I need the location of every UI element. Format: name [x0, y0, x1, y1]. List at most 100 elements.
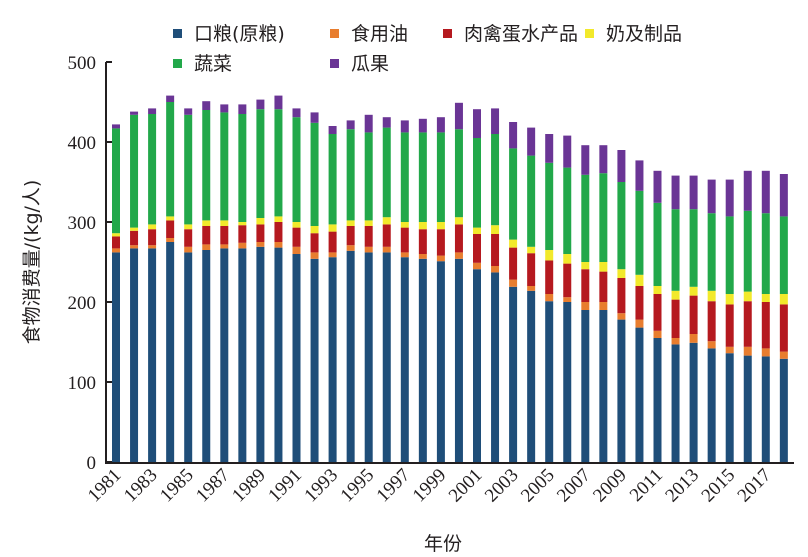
- bar-segment-1999-s0: [436, 261, 445, 462]
- y-tick-label: 200: [68, 293, 97, 314]
- x-tick-label: 1993: [300, 465, 342, 507]
- x-tick-label: 2005: [517, 465, 559, 507]
- bar-segment-1997-s2: [400, 227, 409, 253]
- bar-segment-2001-s2: [473, 234, 481, 263]
- bar-stack-1986: [202, 101, 211, 462]
- bar-stack-1988: [238, 104, 247, 462]
- bar-segment-1994-s4: [346, 129, 355, 221]
- bar-segment-2010-s0: [635, 327, 644, 462]
- y-tick-label: 100: [68, 373, 97, 394]
- bar-segment-2001-s0: [473, 269, 481, 462]
- legend-label: 肉禽蛋水产品: [464, 23, 578, 45]
- bar-segment-2013-s1: [689, 334, 698, 343]
- bar-segment-1998-s4: [418, 132, 427, 222]
- legend-label: 蔬菜: [194, 53, 232, 75]
- bar-segment-1992-s0: [310, 258, 319, 462]
- bar-stack-1985: [184, 108, 193, 462]
- bar-stack-2017: [761, 170, 770, 462]
- bar-segment-1992-s1: [310, 252, 319, 259]
- bar-segment-1996-s2: [382, 224, 391, 247]
- bar-segment-1983-s4: [148, 114, 157, 225]
- y-tick-label: 400: [68, 133, 97, 154]
- bar-segment-1993-s0: [328, 257, 337, 462]
- legend-item: 瓜果: [330, 53, 389, 75]
- bar-segment-2000-s5: [454, 102, 463, 130]
- x-tick-label: 1987: [192, 465, 234, 507]
- bar-segment-1990-s3: [274, 216, 283, 222]
- bar-segment-1981-s3: [112, 233, 120, 237]
- bar-segment-1999-s5: [436, 117, 445, 133]
- bar-segment-1992-s3: [310, 226, 319, 234]
- bar-segment-1993-s1: [328, 252, 337, 258]
- x-tick-label: 1989: [228, 465, 270, 507]
- bar-stack-1990: [274, 95, 283, 462]
- bar-segment-1987-s2: [220, 226, 229, 245]
- bar-segment-1989-s3: [256, 218, 265, 225]
- bar-segment-2005-s2: [545, 260, 554, 294]
- bar-segment-1993-s3: [328, 224, 337, 232]
- bar-segment-1995-s4: [364, 132, 373, 221]
- bar-segment-1986-s2: [202, 226, 211, 245]
- bar-segment-1990-s5: [274, 95, 283, 110]
- legend-label: 食用油: [351, 23, 408, 45]
- bar-segment-2015-s2: [725, 304, 734, 347]
- bar-segment-2009-s1: [617, 313, 626, 320]
- bar-segment-1993-s2: [328, 231, 337, 253]
- bar-segment-1999-s4: [436, 132, 445, 222]
- x-tick-label: 2015: [698, 465, 740, 507]
- bar-segment-1983-s3: [148, 224, 157, 230]
- y-ticks: 0 100 200 300 400 500: [68, 53, 112, 474]
- bar-segment-2008-s1: [599, 302, 608, 310]
- bar-segment-2014-s0: [707, 348, 716, 462]
- legend-label: 奶及制品: [606, 23, 682, 45]
- legend-item: 奶及制品: [585, 23, 682, 45]
- bar-segment-1982-s1: [130, 245, 139, 249]
- bar-segment-1991-s0: [292, 254, 301, 462]
- bar-stack-2000: [454, 102, 463, 462]
- x-tick-label: 2001: [445, 465, 487, 507]
- bar-segment-1994-s3: [346, 220, 355, 226]
- bar-stack-2012: [671, 175, 680, 462]
- bar-segment-2005-s0: [545, 301, 554, 462]
- bar-segment-1984-s2: [166, 220, 175, 238]
- x-tick-label: 1997: [373, 465, 415, 507]
- bar-segment-2000-s0: [454, 258, 463, 462]
- bar-segment-2004-s0: [527, 290, 536, 462]
- x-tick-label: 1985: [156, 465, 198, 507]
- bar-segment-2016-s2: [743, 301, 752, 347]
- bar-segment-1997-s5: [400, 120, 409, 133]
- bar-segment-1989-s4: [256, 109, 265, 218]
- bar-segment-2003-s0: [509, 286, 518, 462]
- x-tick-label: 1983: [120, 465, 162, 507]
- bar-segment-1988-s3: [238, 222, 247, 226]
- bar-segment-1985-s3: [184, 224, 193, 230]
- x-tick-label: 2007: [553, 465, 595, 507]
- bar-segment-1984-s1: [166, 238, 175, 242]
- bar-segment-2002-s2: [491, 234, 500, 266]
- x-tick-label: 2009: [589, 465, 631, 507]
- bar-segment-1988-s1: [238, 242, 247, 249]
- bar-segment-2006-s3: [563, 254, 572, 264]
- axes-layer: [105, 62, 794, 464]
- bar-segment-1986-s1: [202, 244, 211, 250]
- bar-segment-2018-s4: [779, 216, 788, 294]
- bar-segment-1983-s2: [148, 229, 157, 246]
- bar-stack-1984: [166, 95, 175, 462]
- bar-segment-2008-s3: [599, 262, 608, 272]
- bar-stack-1997: [400, 120, 409, 462]
- bar-segment-2017-s5: [761, 170, 770, 214]
- bar-segment-2001-s3: [473, 227, 481, 234]
- bar-segment-2017-s3: [761, 294, 770, 302]
- bar-segment-1988-s0: [238, 248, 247, 462]
- bar-segment-1988-s2: [238, 225, 247, 243]
- bar-segment-1987-s1: [220, 244, 229, 249]
- bar-segment-2003-s4: [509, 148, 518, 240]
- bar-stack-1999: [436, 117, 445, 462]
- bar-segment-1997-s0: [400, 257, 409, 462]
- bar-segment-1989-s0: [256, 246, 265, 462]
- bar-segment-2014-s4: [707, 213, 716, 291]
- bar-stack-2007: [581, 145, 590, 462]
- bar-segment-2008-s0: [599, 310, 608, 462]
- bar-segment-2002-s0: [491, 272, 500, 462]
- bar-segment-2010-s4: [635, 190, 644, 275]
